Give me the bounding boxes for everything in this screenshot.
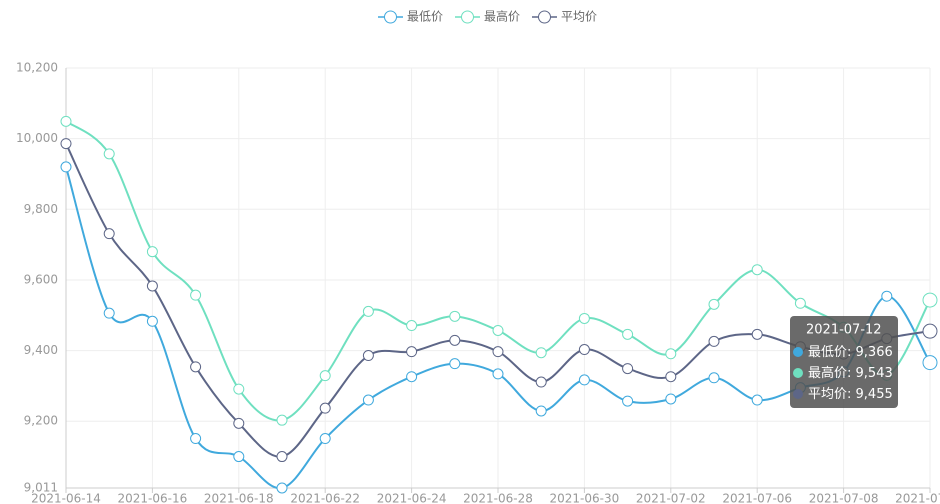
point [578,374,590,386]
point [276,414,288,426]
y-tick-label: 9,400 [24,343,58,357]
point [362,305,374,317]
point [622,363,634,375]
point [665,393,677,405]
tooltip-item: 平均价: 9,455 [808,387,893,402]
point [233,451,245,463]
x-tick-label: 2021-07-08 [809,492,879,504]
point [881,290,893,302]
point [922,292,938,308]
point [535,376,547,388]
point [535,405,547,417]
point [103,307,115,319]
tooltip-dot [793,389,803,399]
point [922,323,938,339]
x-tick-label: 2021-07-12 [895,492,940,504]
x-tick-label: 2021-07-02 [636,492,706,504]
point [922,355,938,371]
separator: : [847,387,856,402]
point [708,372,720,384]
tooltip-name: 最高价 [808,365,847,381]
x-tick-label: 2021-06-18 [204,492,274,504]
separator: : [847,345,856,360]
tooltip-box [790,316,898,408]
y-tick-label: 9,800 [24,202,58,216]
x-tick-label: 2021-06-28 [463,492,533,504]
point [103,148,115,160]
tooltip-value: 9,366 [856,345,893,360]
point [751,264,763,276]
point [535,347,547,359]
point [708,298,720,310]
y-tick-label: 10,000 [16,131,58,145]
point [449,334,461,346]
legend-label: 平均价 [561,10,597,24]
point [103,228,115,240]
point [449,358,461,370]
separator: : [847,366,856,381]
point [233,383,245,395]
point [492,346,504,358]
point [406,346,418,358]
tooltip-item: 最低价: 9,366 [808,345,893,360]
point [449,310,461,322]
point [622,395,634,407]
point [406,320,418,332]
x-tick-label: 2021-06-16 [118,492,188,504]
legend-label: 最高价 [484,9,520,24]
point [60,115,72,127]
point [665,348,677,360]
point [492,368,504,380]
x-tick-label: 2021-06-14 [31,492,101,504]
point [492,324,504,336]
point [146,280,158,292]
tooltip-name: 平均价 [808,387,847,402]
point [794,297,806,309]
point [622,328,634,340]
x-tick-label: 2021-06-30 [550,492,620,504]
legend-icon [384,10,397,24]
tooltip: 2021-07-12 最低价: 9,366 最高价: 9,543 平均价: 9,455 [790,316,898,408]
point [276,451,288,463]
tooltip-dot [793,347,803,357]
legend-icon [461,10,474,24]
y-tick-label: 10,200 [16,61,58,75]
point [60,161,72,173]
point [146,246,158,258]
point [362,350,374,362]
point [319,370,331,382]
point [578,344,590,356]
point [578,312,590,324]
x-tick-label: 2021-06-24 [377,492,447,504]
point [665,371,677,383]
point [190,289,202,301]
point [708,335,720,347]
legend-icon [538,10,551,24]
point [233,417,245,429]
point [319,402,331,414]
point [276,482,288,494]
point [362,394,374,406]
y-tick-label: 9,600 [24,272,58,286]
tooltip-item: 最高价: 9,543 [808,365,893,381]
point [146,315,158,327]
y-tick-label: 9,200 [24,414,58,428]
y-tick-label: 9,011 [24,481,58,495]
point [190,433,202,445]
point [60,138,72,150]
x-tick-label: 2021-06-22 [290,492,360,504]
x-tick-label: 2021-07-06 [722,492,792,504]
point [190,361,202,373]
tooltip-dot [793,368,803,378]
point [406,371,418,383]
point [751,394,763,406]
tooltip-value: 9,543 [856,366,893,381]
tooltip-title: 2021-07-12 [806,323,882,338]
point [319,433,331,445]
tooltip-name: 最低价 [808,345,847,360]
tooltip-value: 9,455 [856,387,893,402]
legend-label: 最低价 [407,10,443,24]
point [751,328,763,340]
